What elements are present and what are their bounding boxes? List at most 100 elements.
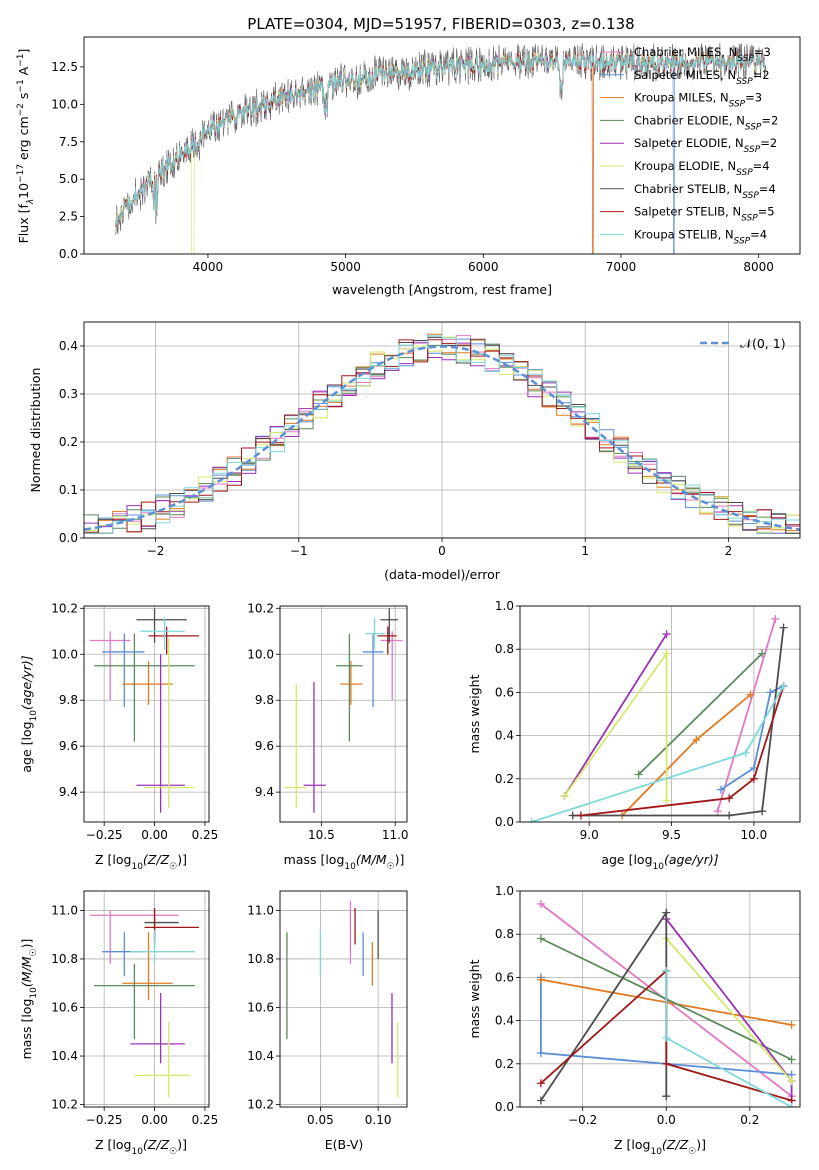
weight-marker <box>662 796 671 805</box>
y-tick-label: 10.2 <box>247 601 274 615</box>
label-part: Salpeter STELIB <box>634 205 725 219</box>
mass_vs_Z-plot-area <box>84 891 209 1107</box>
x-axis-label: Z [log10(Z/Z☉)] <box>95 1137 187 1157</box>
label-part: λ <box>26 199 36 205</box>
y-tick-label: 10.0 <box>247 647 274 661</box>
label-part: SSP <box>729 100 746 110</box>
weight_vs_age-marks <box>527 614 788 822</box>
sep: = <box>754 45 764 59</box>
y-tick-label: 9.4 <box>59 785 78 799</box>
y-axis-label: Normed distribution <box>28 368 43 493</box>
histogram-kroupa-stelib <box>84 335 800 534</box>
mass_vs_ebv-frame <box>279 890 408 1108</box>
label-part: SSP <box>736 168 753 178</box>
label-part: N <box>725 227 734 241</box>
x-tick-label: 5000 <box>330 260 361 274</box>
x-tick-label: 0.25 <box>192 828 219 842</box>
weight-marker <box>662 1059 671 1068</box>
mass_vs_Z-frame <box>83 890 210 1108</box>
label-part: 10 <box>29 710 39 722</box>
y-axis-label: mass weight <box>467 674 482 753</box>
label-part: 10 <box>650 1147 662 1157</box>
weight-marker <box>527 818 536 822</box>
legend-entry: Chabrier ELODIE, NSSP=2 <box>634 113 778 132</box>
label-part: ] <box>16 49 31 54</box>
sep: = <box>750 227 760 241</box>
weight-marker <box>662 630 671 639</box>
label-part: ☉ <box>169 862 177 872</box>
y-tick-label: 12.5 <box>51 60 78 74</box>
age_vs_Z-grid <box>84 606 209 822</box>
sep: = <box>753 68 763 82</box>
x-tick-label: −1 <box>290 544 308 558</box>
label-part: A <box>16 66 31 79</box>
label-part: SSP <box>737 54 754 64</box>
y-tick-label: 10.2 <box>51 1098 78 1112</box>
label-part: N <box>727 68 736 82</box>
label-part: 3 <box>755 91 762 105</box>
y-tick-label: 1.0 <box>495 884 514 898</box>
label-part: ☉ <box>169 1147 177 1157</box>
y-tick-label: 0.8 <box>495 927 514 941</box>
x-tick-label: 7000 <box>606 260 637 274</box>
y-tick-label: 0.6 <box>495 685 514 699</box>
weight-marker <box>634 770 643 779</box>
spectrum-marks <box>115 42 766 254</box>
x-axis-label: wavelength [Angstrom, rest frame] <box>332 282 552 297</box>
label-part: N <box>727 159 736 173</box>
y-tick-label: 10.4 <box>247 1049 274 1063</box>
weight-marker <box>758 807 767 816</box>
mass_vs_Z-marks <box>90 907 199 1098</box>
x-axis-label: mass [log10(M/M☉)] <box>284 852 405 872</box>
weight-line <box>716 618 777 812</box>
legend-entry: Salpeter ELODIE, NSSP=2 <box>634 136 777 155</box>
age_vs_Z-panel: −0.25 0.00 0.25 9.4 9.6 9.8 10.0 10.2 <box>51 601 218 842</box>
y-tick-label: 11.0 <box>247 903 274 917</box>
gaussian-curve <box>84 345 800 531</box>
label-part: N <box>732 205 741 219</box>
x-tick-label: −0.25 <box>86 828 123 842</box>
mass_vs_ebv-plot-area <box>280 891 407 1107</box>
y-tick-label: 10.0 <box>51 647 78 661</box>
x-tick-label: 0.05 <box>307 1113 334 1127</box>
label-part: ☉ <box>688 1147 696 1157</box>
label-part: Salpeter ELODIE <box>634 136 728 150</box>
x-tick-label: 0 <box>438 544 446 558</box>
mass_vs_ebv-panel: 0.05 0.10 10.2 10.4 10.6 10.8 11.0 E(B-V) <box>247 890 408 1152</box>
label-part: mass [log <box>19 999 34 1060</box>
label-part: Chabrier STELIB <box>634 182 726 196</box>
label-part: )] <box>177 852 187 867</box>
x-axis-label: Z [log10(Z/Z☉)] <box>614 1137 706 1157</box>
y-tick-label: 0.4 <box>495 729 514 743</box>
weight-marker <box>568 811 577 820</box>
histogram-salpeter-stelib <box>84 339 800 534</box>
weight-line <box>637 652 763 776</box>
x-tick-label: 0.00 <box>141 1113 168 1127</box>
spectrum-frame <box>83 36 801 255</box>
weight-line <box>665 937 793 1082</box>
weight-marker <box>662 1033 671 1042</box>
x-axis-label: Z [log10(Z/Z☉)] <box>95 852 187 872</box>
sep: , <box>729 113 736 127</box>
label-part: 2 <box>770 136 777 150</box>
y-tick-label: 10.6 <box>51 1000 78 1014</box>
age_vs_mass-frame <box>279 605 408 823</box>
weight-marker <box>662 908 671 917</box>
label-part: 3 <box>763 45 770 59</box>
y-tick-label: 10.8 <box>247 952 274 966</box>
x-tick-label: 0.00 <box>141 828 168 842</box>
histogram-salpeter-elodie <box>84 342 800 531</box>
y-axis-label: age [log10(age/yr)] <box>19 655 39 772</box>
age_vs_mass-plot-area <box>280 606 407 822</box>
age_vs_mass-panel: 10.5 11.0 9.4 9.6 9.8 10.0 10.2 <box>247 601 408 842</box>
label-part: (Z/Z <box>143 1137 170 1152</box>
y-tick-label: 1.0 <box>495 599 514 613</box>
sep: , <box>721 45 728 59</box>
legend-entry: Kroupa MILES, NSSP=3 <box>634 91 762 110</box>
label-part: −17 <box>16 164 26 183</box>
weight-marker <box>536 1049 545 1057</box>
spectrum-line-kroupa-stelib <box>115 52 766 227</box>
weight-marker <box>662 966 671 975</box>
label-part: 5 <box>767 205 774 219</box>
